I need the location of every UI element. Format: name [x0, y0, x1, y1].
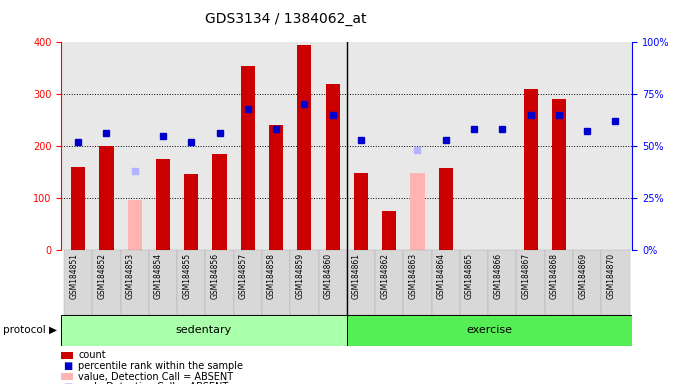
Bar — [128, 200, 142, 250]
Bar — [241, 66, 255, 250]
Text: GSM184869: GSM184869 — [578, 253, 587, 299]
Bar — [460, 250, 488, 315]
Text: GSM184863: GSM184863 — [409, 253, 418, 299]
Text: GSM184864: GSM184864 — [437, 253, 446, 299]
Bar — [354, 174, 368, 250]
Bar — [439, 168, 453, 250]
Bar — [382, 211, 396, 250]
Text: GSM184852: GSM184852 — [97, 253, 107, 299]
Text: sedentary: sedentary — [176, 325, 232, 335]
Bar — [488, 250, 517, 315]
Bar — [432, 250, 460, 315]
Bar — [411, 173, 424, 250]
Bar — [156, 159, 170, 250]
Text: value, Detection Call = ABSENT: value, Detection Call = ABSENT — [78, 372, 233, 382]
Bar — [149, 250, 177, 315]
Text: ■: ■ — [63, 361, 72, 371]
Bar — [177, 250, 205, 315]
Bar — [99, 146, 114, 250]
Text: count: count — [78, 350, 106, 360]
Text: GSM184851: GSM184851 — [69, 253, 78, 299]
Bar — [545, 250, 573, 315]
Text: GDS3134 / 1384062_at: GDS3134 / 1384062_at — [205, 12, 367, 25]
Bar — [347, 250, 375, 315]
Text: percentile rank within the sample: percentile rank within the sample — [78, 361, 243, 371]
Text: GSM184866: GSM184866 — [493, 253, 503, 299]
Bar — [347, 315, 632, 346]
Text: GSM184865: GSM184865 — [465, 253, 474, 299]
Bar — [290, 250, 318, 315]
Bar — [184, 174, 199, 250]
Bar — [234, 250, 262, 315]
Bar — [205, 250, 234, 315]
Bar — [297, 45, 311, 250]
Bar — [318, 250, 347, 315]
Text: GSM184861: GSM184861 — [352, 253, 361, 299]
Text: protocol ▶: protocol ▶ — [3, 325, 57, 335]
Bar — [92, 250, 120, 315]
Text: ■: ■ — [63, 382, 72, 384]
Bar — [64, 250, 92, 315]
Bar — [524, 89, 538, 250]
Text: GSM184859: GSM184859 — [295, 253, 305, 299]
Bar — [212, 154, 226, 250]
Bar — [120, 250, 149, 315]
Text: GSM184856: GSM184856 — [211, 253, 220, 299]
Bar — [573, 250, 601, 315]
Text: GSM184867: GSM184867 — [522, 253, 530, 299]
Bar — [551, 99, 566, 250]
Text: GSM184855: GSM184855 — [182, 253, 191, 299]
Text: GSM184860: GSM184860 — [324, 253, 333, 299]
Bar — [326, 84, 340, 250]
Text: GSM184868: GSM184868 — [550, 253, 559, 299]
Bar — [61, 315, 347, 346]
Bar — [375, 250, 403, 315]
Bar — [269, 125, 283, 250]
Text: GSM184854: GSM184854 — [154, 253, 163, 299]
Text: GSM184857: GSM184857 — [239, 253, 248, 299]
Text: exercise: exercise — [466, 325, 513, 335]
Bar — [262, 250, 290, 315]
Text: GSM184870: GSM184870 — [607, 253, 615, 299]
Text: GSM184858: GSM184858 — [267, 253, 276, 299]
Bar — [517, 250, 545, 315]
Bar — [601, 250, 630, 315]
Text: GSM184862: GSM184862 — [380, 253, 389, 299]
Bar — [403, 250, 432, 315]
Text: GSM184853: GSM184853 — [126, 253, 135, 299]
Text: rank, Detection Call = ABSENT: rank, Detection Call = ABSENT — [78, 382, 228, 384]
Bar — [71, 167, 85, 250]
